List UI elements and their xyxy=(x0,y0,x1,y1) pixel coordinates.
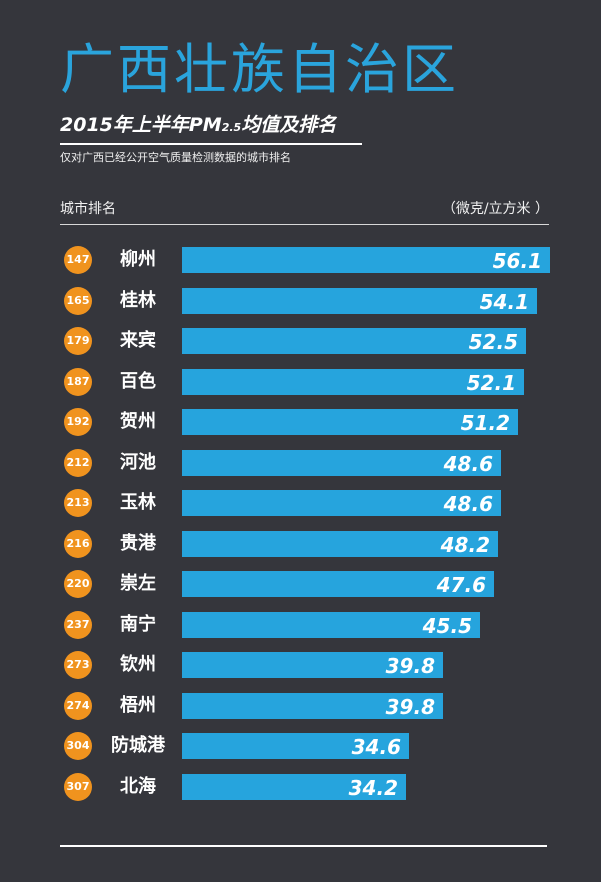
bottom-divider xyxy=(60,845,547,847)
bar xyxy=(182,368,524,395)
chart-row: 179 来宾 52.5 xyxy=(0,326,601,356)
bar xyxy=(182,409,518,435)
bar xyxy=(182,530,498,557)
city-label: 北海 xyxy=(120,775,156,797)
value-label: 52.1 xyxy=(466,370,516,395)
city-label: 梧州 xyxy=(120,694,156,716)
value-label: 47.6 xyxy=(436,573,486,597)
rank-badge: 273 xyxy=(64,651,92,679)
rank-badge: 192 xyxy=(64,408,92,436)
rank-badge: 213 xyxy=(64,489,92,517)
city-label: 百色 xyxy=(120,370,156,392)
subtitle-divider xyxy=(60,143,362,145)
value-label: 34.2 xyxy=(348,775,398,800)
subtitle-suffix: 均值及排名 xyxy=(241,114,337,136)
city-label: 南宁 xyxy=(120,613,156,635)
rank-badge: 304 xyxy=(64,732,92,760)
city-label: 贺州 xyxy=(120,411,156,432)
city-label: 河池 xyxy=(120,451,156,473)
bar xyxy=(182,247,550,273)
rank-badge: 179 xyxy=(64,327,92,355)
value-label: 48.6 xyxy=(443,451,493,476)
rank-badge: 220 xyxy=(64,570,92,598)
subtitle-subscript: 2.5 xyxy=(221,121,242,134)
rank-badge: 212 xyxy=(64,448,92,477)
chart-row: 307 北海 34.2 xyxy=(0,772,601,802)
bar xyxy=(182,571,494,597)
column-header-rank: 城市排名 xyxy=(60,201,116,217)
value-label: 48.2 xyxy=(440,532,490,557)
value-label: 39.8 xyxy=(385,654,435,678)
chart-note: 仅对广西已经公开空气质量检测数据的城市排名 xyxy=(60,151,291,164)
header-divider xyxy=(60,224,549,225)
chart-row: 147 柳州 56.1 xyxy=(0,245,601,275)
city-label: 来宾 xyxy=(120,330,156,351)
bar xyxy=(182,328,526,354)
bar xyxy=(182,611,480,638)
chart-row: 216 贵港 48.2 xyxy=(0,529,601,559)
city-label: 柳州 xyxy=(120,249,156,270)
value-label: 54.1 xyxy=(479,289,529,314)
value-label: 45.5 xyxy=(422,613,472,638)
page-title: 广西壮族自治区 xyxy=(60,38,459,101)
bar xyxy=(182,773,406,800)
value-label: 52.5 xyxy=(468,330,518,354)
rank-badge: 274 xyxy=(64,691,92,720)
value-label: 56.1 xyxy=(492,249,542,273)
chart-row: 213 玉林 48.6 xyxy=(0,488,601,518)
rank-badge: 216 xyxy=(64,529,92,558)
column-header-unit: （微克/立方米 ） xyxy=(441,201,549,217)
city-label: 桂林 xyxy=(120,289,156,311)
value-label: 34.6 xyxy=(351,735,401,759)
rank-badge: 187 xyxy=(64,367,92,396)
bar xyxy=(182,733,409,759)
bar xyxy=(182,287,537,314)
rank-badge: 307 xyxy=(64,772,92,801)
chart-row: 187 百色 52.1 xyxy=(0,367,601,397)
rank-badge: 237 xyxy=(64,610,92,639)
city-label: 贵港 xyxy=(120,532,156,554)
bar xyxy=(182,652,443,678)
chart-row: 273 钦州 39.8 xyxy=(0,650,601,680)
chart-row: 165 桂林 54.1 xyxy=(0,286,601,316)
city-label: 崇左 xyxy=(120,573,156,594)
chart-row: 220 崇左 47.6 xyxy=(0,569,601,599)
subtitle-prefix: 2015年上半年PM xyxy=(60,114,222,136)
rank-badge: 165 xyxy=(64,286,92,315)
chart-row: 212 河池 48.6 xyxy=(0,448,601,478)
rank-badge: 147 xyxy=(64,246,92,274)
city-label: 玉林 xyxy=(120,492,156,513)
bar xyxy=(182,449,501,476)
value-label: 39.8 xyxy=(385,694,435,719)
chart-row: 304 防城港 34.6 xyxy=(0,731,601,761)
bar xyxy=(182,490,501,516)
city-label: 防城港 xyxy=(111,735,165,756)
chart-row: 274 梧州 39.8 xyxy=(0,691,601,721)
bar xyxy=(182,692,443,719)
chart-row: 237 南宁 45.5 xyxy=(0,610,601,640)
value-label: 51.2 xyxy=(460,411,510,435)
value-label: 48.6 xyxy=(443,492,493,516)
chart-row: 192 贺州 51.2 xyxy=(0,407,601,437)
city-label: 钦州 xyxy=(120,654,156,675)
chart-subtitle: 2015年上半年PM2.5均值及排名 xyxy=(60,112,336,141)
